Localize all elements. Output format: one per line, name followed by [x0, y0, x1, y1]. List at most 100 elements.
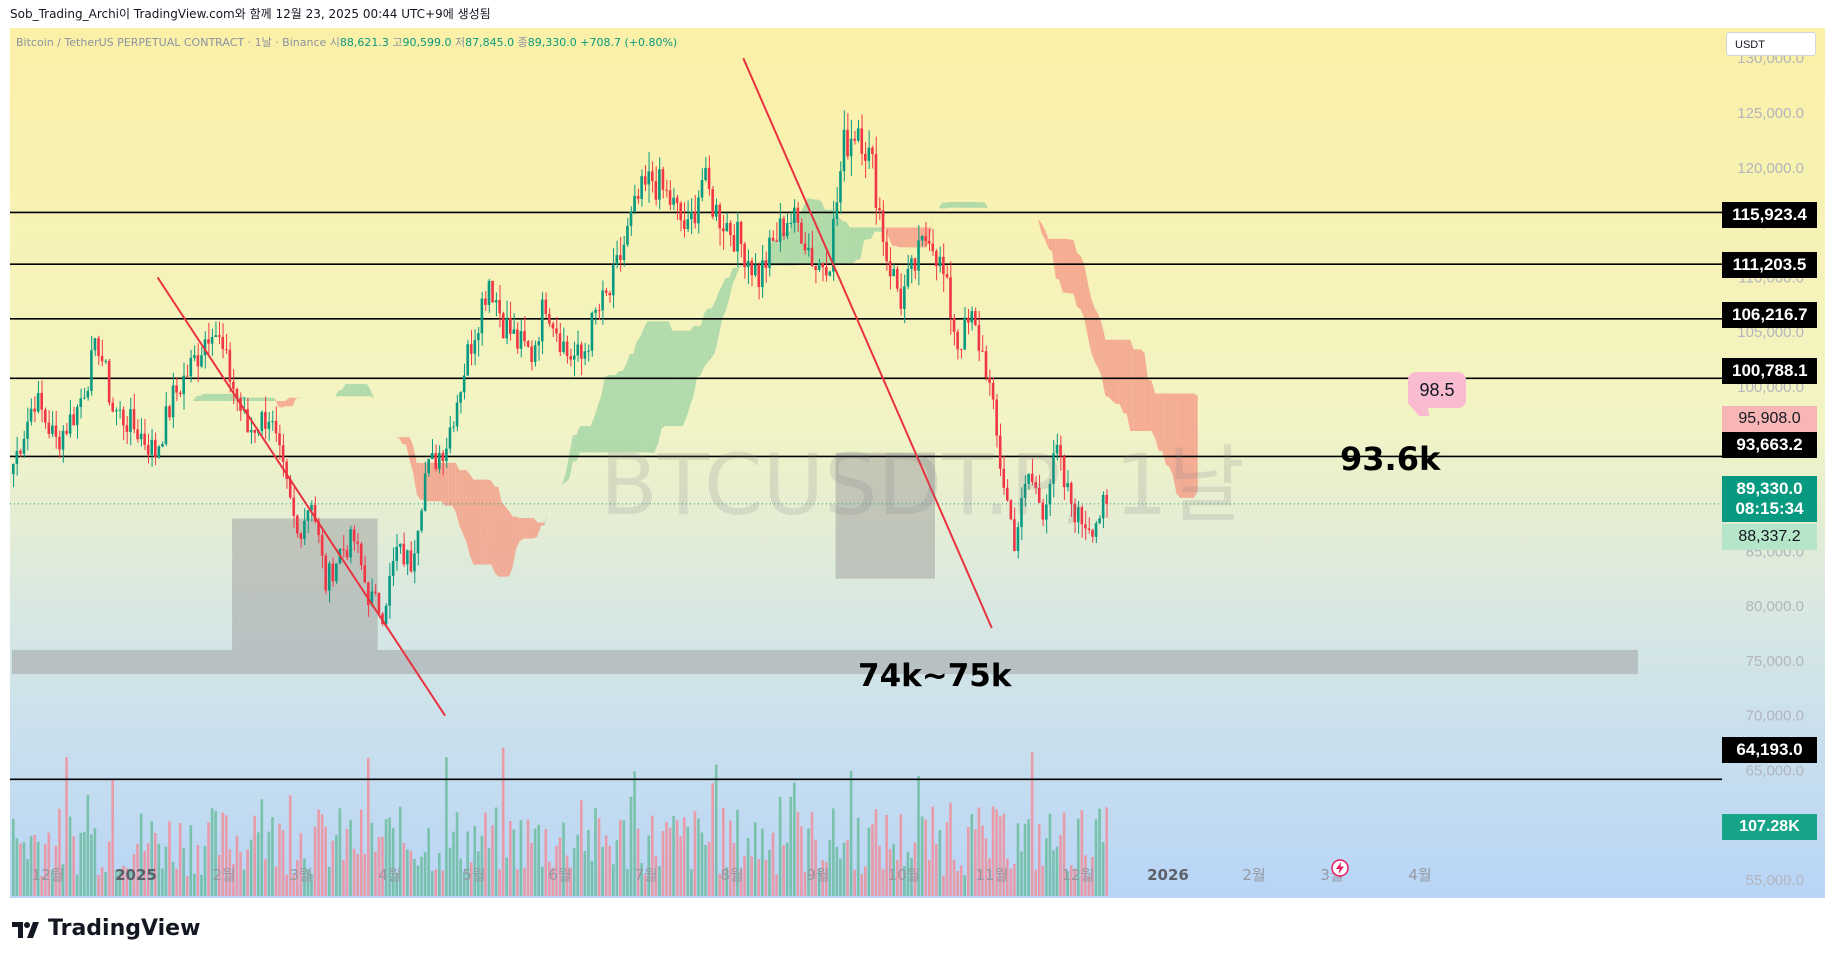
cloud-segment — [878, 227, 882, 232]
volume-bar — [178, 823, 182, 896]
volume-bar — [952, 859, 956, 896]
volume-bar — [90, 834, 93, 896]
target-annotation[interactable]: 93.6k — [1340, 440, 1441, 478]
volume-bar — [945, 822, 949, 896]
volume-bar — [349, 820, 352, 896]
volume-bar — [654, 855, 658, 896]
candle-body — [51, 425, 54, 434]
cloud-segment — [445, 462, 449, 506]
cloud-segment — [956, 201, 960, 208]
candle-body — [949, 277, 952, 319]
volume-bar — [608, 845, 611, 896]
volume-bar — [558, 837, 562, 896]
volume-bar — [931, 806, 935, 896]
volume-bar — [271, 817, 274, 896]
cloud-segment — [267, 397, 272, 402]
volume-bar — [1080, 810, 1084, 896]
time-tick-label: 6월 — [548, 866, 571, 884]
cloud-segment — [860, 227, 864, 260]
volume-bar — [878, 845, 881, 896]
volume-bar — [658, 866, 661, 896]
candle-body — [796, 207, 800, 223]
volume-bar — [356, 854, 359, 896]
chart-frame[interactable]: 12월 2025 2월 3월 4월 5월 6월 7월 8월 9월 10월 11월 12월 2026 2월 3월… — [10, 28, 1825, 898]
cloud-segment — [974, 201, 978, 208]
flash-icon[interactable] — [1330, 858, 1350, 878]
volume-bar — [256, 832, 260, 896]
volume-bar — [327, 866, 331, 896]
volume-bar — [601, 846, 604, 896]
cloud-segment — [1055, 238, 1060, 280]
support-zone-annotation[interactable]: 74k~75k — [858, 658, 1012, 694]
cloud-segment — [416, 462, 421, 500]
cloud-segment — [910, 227, 914, 248]
candle-body — [68, 414, 72, 434]
candle-body — [988, 377, 991, 383]
volume-bar — [668, 827, 672, 896]
cloud-segment — [729, 267, 733, 300]
chart-snapshot-header: Sob_Trading_Archi이 TradingView.com와 함께 1… — [10, 7, 491, 21]
volume-bar — [36, 841, 40, 896]
tradingview-logo-icon — [12, 921, 39, 938]
candle-body — [981, 350, 984, 352]
volume-bar — [377, 836, 381, 896]
bar-countdown: 08:15:34 — [1735, 499, 1804, 518]
cloud-segment — [658, 321, 662, 444]
cloud-segment — [711, 302, 715, 359]
cloud-segment — [661, 321, 666, 429]
cloud-segment — [1133, 349, 1138, 432]
volume-bar — [661, 831, 665, 896]
time-tick-label: 2025 — [115, 866, 157, 884]
volume-bar — [935, 843, 938, 896]
tradingview-logo[interactable]: TradingView — [12, 916, 200, 941]
volume-bar — [320, 814, 324, 896]
cloud-segment — [686, 330, 691, 418]
cloud-segment — [1080, 255, 1085, 318]
cloud-segment — [619, 370, 623, 453]
candle-body — [129, 409, 132, 432]
candle-body — [509, 317, 512, 334]
volume-bar — [974, 829, 977, 896]
callout-bubble[interactable]: 98.5 — [1408, 372, 1466, 408]
volume-bar — [118, 870, 122, 896]
low-value: 87,845.0 — [465, 36, 515, 49]
volume-bar — [143, 850, 146, 896]
volume-bar — [1055, 846, 1059, 896]
volume-bar — [310, 873, 313, 896]
volume-bar — [555, 845, 558, 896]
volume-bar — [484, 812, 487, 896]
volume-bar — [803, 871, 807, 896]
candle-body — [906, 268, 910, 287]
candle-body — [1009, 500, 1013, 520]
volume-bar — [714, 764, 718, 896]
volume-bar — [764, 859, 768, 896]
cloud-segment — [544, 513, 549, 526]
cloud-segment — [1183, 393, 1188, 498]
cloud-segment — [871, 227, 875, 240]
volume-bar — [516, 869, 519, 896]
cloud-segment — [466, 470, 470, 556]
cloud-segment — [906, 227, 911, 248]
chart-plot[interactable]: 12월 2025 2월 3월 4월 5월 6월 7월 8월 9월 10월 11월 12월 2026 2월 3월… — [10, 28, 1825, 898]
candle-body — [430, 453, 434, 460]
volume-bar — [572, 848, 576, 896]
candle-body — [1034, 482, 1037, 488]
volume-bar — [125, 868, 129, 896]
volume-bar — [509, 820, 512, 896]
cloud-segment — [367, 384, 371, 397]
volume-bar — [473, 826, 477, 896]
volume-bar — [398, 806, 402, 896]
change-value: +708.7 (+0.80%) — [580, 36, 678, 49]
cloud-segment — [949, 201, 953, 208]
candle-body — [1002, 468, 1006, 488]
cloud-segment — [594, 405, 598, 453]
cloud-segment — [736, 265, 740, 276]
volume-bar — [942, 875, 945, 896]
volume-bar — [335, 835, 338, 896]
candle-body — [558, 333, 562, 353]
candle-body — [690, 211, 693, 220]
price-label-100788: 100,788.1 — [1722, 358, 1817, 384]
cloud-segment — [260, 397, 265, 402]
currency-selector[interactable]: USDT — [1726, 32, 1816, 56]
cloud-segment — [651, 321, 655, 453]
